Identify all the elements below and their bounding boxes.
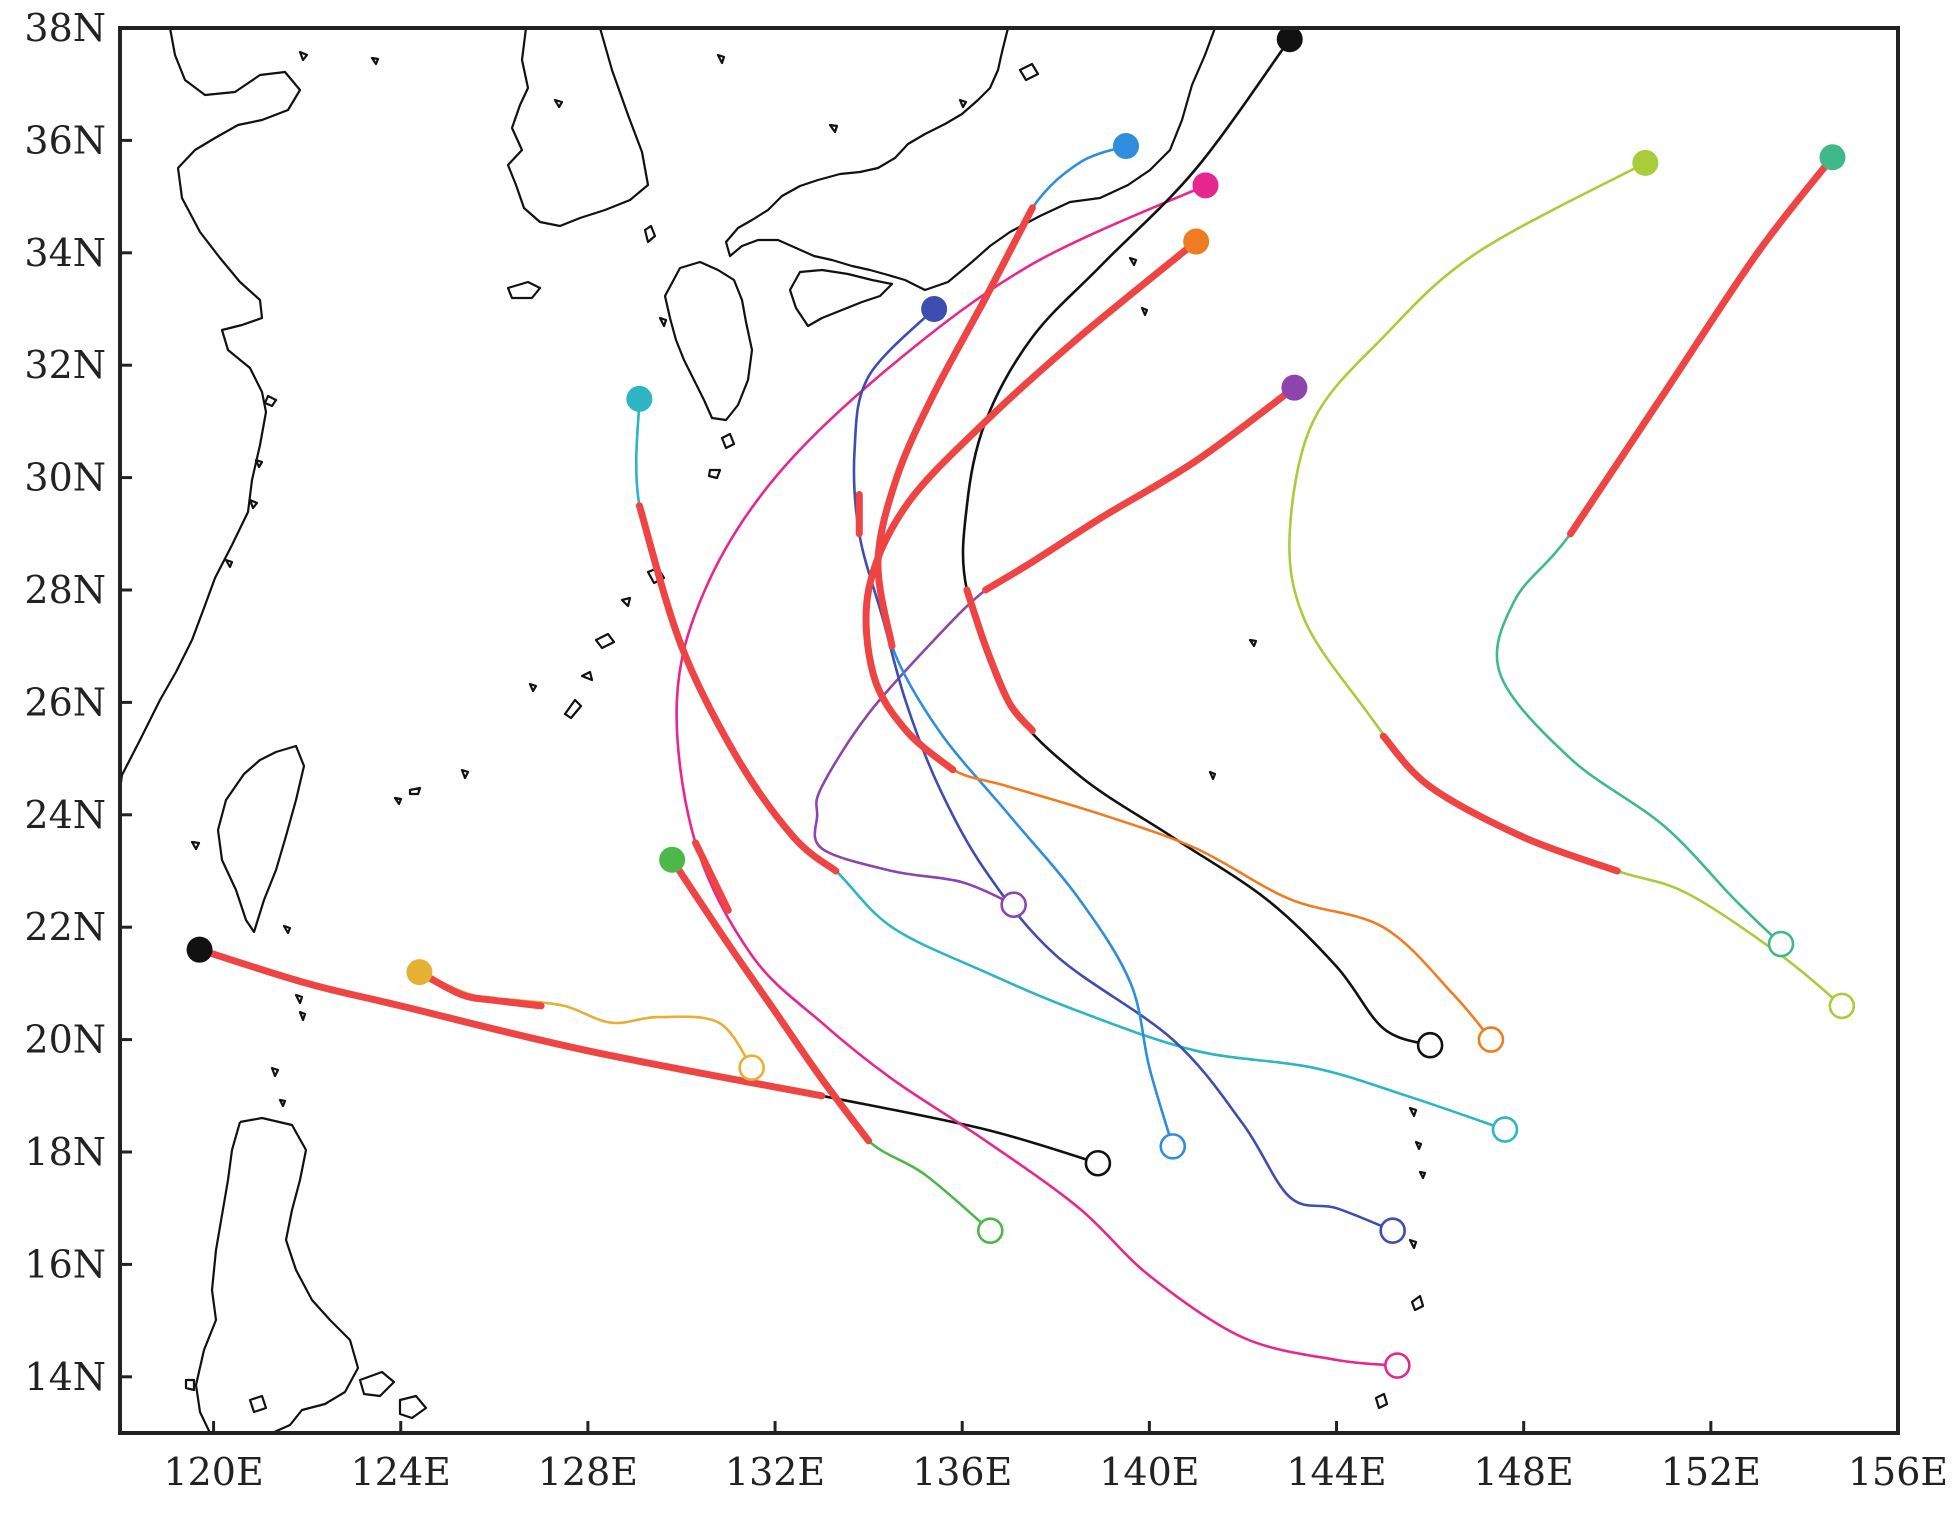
lat-tick-label: 30N (24, 456, 106, 500)
track-8-intense-segment (874, 204, 1036, 650)
track-5-end-marker (626, 385, 653, 412)
lat-tick-label: 38N (24, 6, 106, 50)
luzon-strait-islands (270, 993, 307, 1108)
lon-tick-label: 140E (1099, 1450, 1199, 1494)
philippine-islands (184, 1370, 428, 1420)
lon-tick-label: 156E (1848, 1450, 1948, 1494)
kyushu-islands (658, 316, 736, 480)
track-3-intense-segment (668, 856, 873, 1145)
track-8-end-marker (1112, 133, 1139, 160)
track-3-end-marker (659, 846, 686, 873)
jeju-island (506, 280, 542, 300)
pacific-islands (1128, 256, 1427, 1410)
lat-tick-label: 14N (24, 1355, 106, 1399)
ryukyu-islands (393, 566, 666, 806)
track-5-genesis-marker (1491, 1116, 1519, 1143)
lon-tick-label: 136E (912, 1450, 1012, 1494)
track-4-intense-segment (692, 839, 732, 914)
track-8-genesis-marker (1159, 1133, 1187, 1160)
lon-tick-label: 144E (1286, 1450, 1386, 1494)
lat-tick-label: 16N (24, 1242, 106, 1286)
lat-tick-label: 28N (24, 568, 106, 612)
lon-tick-label: 120E (163, 1450, 263, 1494)
track-11-genesis-marker (1828, 992, 1856, 1020)
track-11-intense-segment (1379, 732, 1621, 875)
lon-tick-label: 124E (351, 1450, 451, 1494)
track-3-genesis-marker (976, 1217, 1004, 1244)
track-7-genesis-marker (1379, 1217, 1406, 1244)
track-12-end-marker (1819, 144, 1846, 171)
coastline-layer (120, 28, 1427, 1433)
track-1-genesis-marker (1084, 1149, 1112, 1177)
honshu-coastline (724, 28, 1217, 292)
lat-tick-label: 32N (24, 343, 106, 387)
track-9-intense-segment (963, 586, 1036, 734)
japan-sea-islands (958, 62, 1040, 109)
track-7-line (852, 307, 1394, 1232)
track-9-end-marker (1276, 26, 1303, 53)
track-10-end-marker (1183, 228, 1210, 255)
track-4-line (675, 184, 1399, 1367)
philippine-west-coast (194, 1121, 242, 1433)
track-9-genesis-marker (1416, 1031, 1444, 1059)
shikoku-coastline (788, 268, 894, 328)
taiwan-coastline (216, 744, 306, 934)
china-coastline (120, 28, 302, 791)
lon-tick-label: 148E (1474, 1450, 1574, 1494)
lon-tick-label: 128E (538, 1450, 638, 1494)
track-7-end-marker (921, 296, 948, 322)
track-6-end-marker (1281, 374, 1308, 401)
lat-tick-label: 22N (24, 905, 106, 949)
track-2-intense-segment (416, 968, 545, 1010)
track-5-intense-segment (635, 502, 840, 875)
map-frame (118, 26, 1900, 1435)
track-6-intense-segment (982, 384, 1298, 594)
track-12-intense-segment (1567, 153, 1836, 538)
china-coast-islands (224, 394, 278, 569)
track-2-genesis-marker (738, 1054, 765, 1081)
taiwan-islands (190, 840, 292, 935)
lat-tick-label: 20N (24, 1018, 106, 1062)
lon-tick-label: 132E (725, 1450, 825, 1494)
typhoon-tracks (196, 37, 1844, 1367)
track-12-genesis-marker (1767, 930, 1795, 958)
korea-islands (643, 53, 839, 244)
lat-tick-label: 24N (24, 793, 106, 837)
luzon-coastline (239, 1116, 360, 1433)
track-6-genesis-marker (1000, 891, 1027, 919)
lat-tick-label: 34N (24, 231, 106, 275)
korea-coastline (506, 28, 650, 228)
lat-tick-label: 18N (24, 1130, 106, 1174)
lat-tick-label: 36N (24, 118, 106, 162)
kyushu-coastline (663, 260, 754, 422)
track-10-genesis-marker (1477, 1026, 1505, 1053)
track-1-end-marker (186, 936, 213, 963)
track-11-end-marker (1632, 149, 1659, 176)
track-11-line (1288, 161, 1844, 1008)
lon-tick-label: 152E (1661, 1450, 1761, 1494)
lat-tick-label: 26N (24, 680, 106, 724)
track-1-intense-segment (196, 946, 826, 1100)
track-4-genesis-marker (1384, 1352, 1411, 1379)
track-10-intense-segment (862, 238, 1200, 774)
track-4-end-marker (1192, 172, 1219, 199)
axis-ticks: 120E 124E 128E 132E 136E 140E 144E 148E 152E 156E… (24, 6, 1948, 1494)
track-markers (186, 26, 1856, 1379)
track-2-end-marker (406, 959, 433, 986)
yellow-sea-islands (298, 50, 564, 109)
